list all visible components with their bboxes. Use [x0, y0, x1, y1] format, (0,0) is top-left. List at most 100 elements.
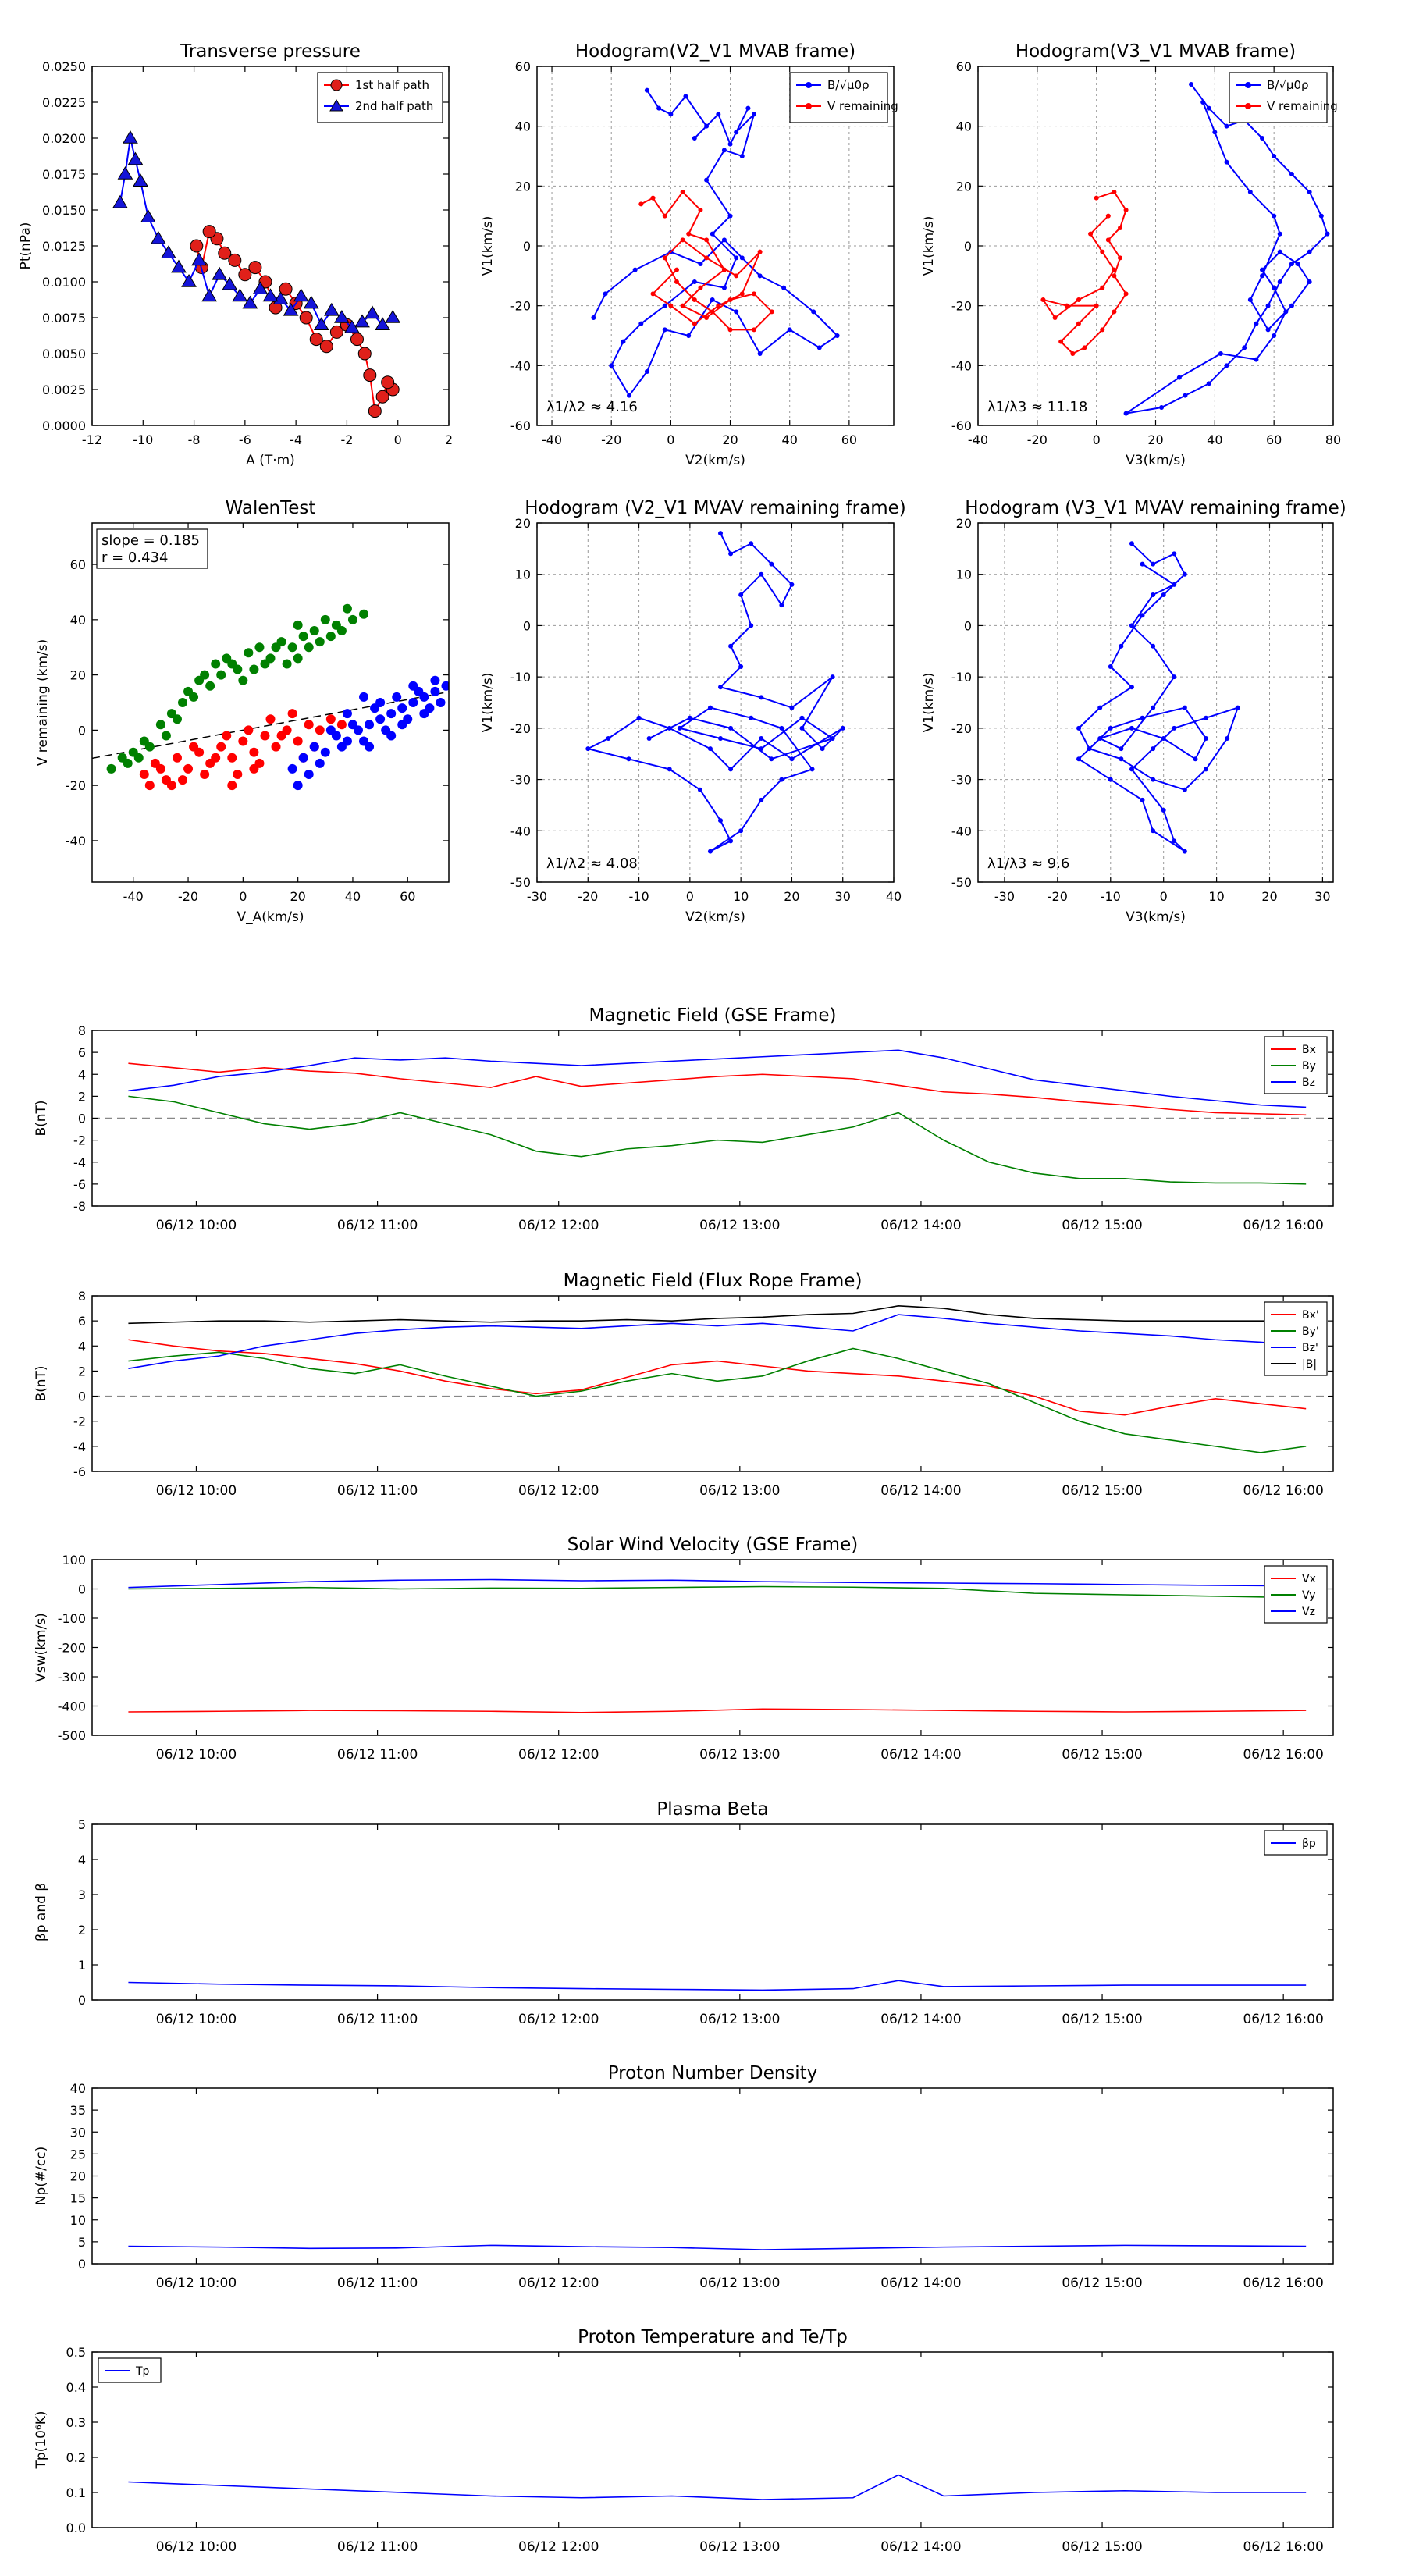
- y-tick-label: -500: [58, 1728, 86, 1743]
- series-line-Vz: [128, 1578, 1307, 1589]
- data-point: [1218, 351, 1223, 356]
- data-point: [662, 255, 667, 261]
- series-line-βp: [128, 1980, 1307, 1991]
- data-point: [710, 231, 715, 237]
- y-tick-label: -40: [951, 358, 972, 373]
- data-point: [249, 763, 259, 774]
- y-tick-label: -60: [951, 418, 972, 433]
- x-tick-label: 40: [1207, 432, 1222, 447]
- data-point: [430, 675, 440, 685]
- series-line-0: [1077, 543, 1240, 852]
- data-point: [1088, 231, 1094, 237]
- data-point: [1242, 345, 1247, 350]
- data-point: [710, 309, 715, 315]
- y-tick-label: 0.0025: [42, 382, 86, 397]
- data-point: [304, 770, 314, 779]
- data-point: [140, 209, 156, 222]
- data-point: [347, 720, 357, 730]
- data-point: [721, 237, 727, 243]
- data-point: [721, 267, 727, 272]
- data-point: [1112, 190, 1117, 194]
- data-point: [357, 347, 372, 361]
- y-tick-label: 8: [78, 1023, 86, 1038]
- y-tick-label: 0.5: [66, 2345, 86, 2360]
- x-tick-label: 20: [1147, 432, 1163, 447]
- data-point: [1105, 213, 1111, 219]
- x-tick-label: 0: [1160, 889, 1168, 904]
- x-tick-label: -10: [133, 432, 153, 447]
- data-point: [293, 781, 303, 791]
- x-tick-label: 40: [782, 432, 798, 447]
- y-tick-label: -30: [951, 773, 972, 788]
- x-tick-label: 06/12 10:00: [156, 2539, 237, 2555]
- x-tick-label: 06/12 15:00: [1062, 1747, 1142, 1763]
- y-tick-label: 3: [78, 1888, 86, 1902]
- data-point: [334, 310, 350, 323]
- data-point: [716, 112, 721, 117]
- axes-frame: [91, 522, 450, 883]
- x-tick-label: 06/12 14:00: [880, 1218, 961, 1233]
- y-tick-label: 0.2: [66, 2450, 86, 2465]
- y-tick-label: -10: [951, 670, 972, 685]
- ratio-annotation: λ1/λ3 ≈ 9.6: [987, 856, 1069, 872]
- x-tick-label: 80: [1325, 432, 1341, 447]
- data-point: [1224, 123, 1229, 129]
- y-tick-label: 60: [956, 59, 972, 74]
- y-tick-label: 0: [78, 2257, 86, 2272]
- legend-marker: [806, 82, 812, 88]
- x-tick-label: 06/12 16:00: [1243, 1483, 1323, 1499]
- y-tick-label: 4: [78, 1852, 86, 1867]
- y-tick-label: -20: [951, 721, 972, 736]
- data-point: [365, 720, 375, 730]
- y-tick-label: 0: [78, 1582, 86, 1597]
- data-point: [315, 758, 325, 768]
- series-group: [112, 130, 401, 418]
- data-point: [1172, 551, 1177, 557]
- data-point: [178, 775, 188, 785]
- legend-box: [1229, 72, 1328, 123]
- x-tick-label: 06/12 10:00: [156, 1483, 237, 1499]
- data-point: [211, 659, 221, 669]
- data-point: [759, 736, 764, 741]
- legend: Vx Vy Vz: [1264, 1565, 1328, 1624]
- data-point: [728, 838, 734, 844]
- data-point: [1112, 273, 1117, 279]
- data-point: [1108, 725, 1113, 731]
- data-point: [585, 746, 591, 752]
- x-axis-label: V3(km/s): [1126, 909, 1186, 925]
- x-tick-label: 06/12 11:00: [337, 1747, 418, 1763]
- panel-title: Hodogram (V3_V1 MVAV remaining frame): [965, 498, 1346, 518]
- data-point: [1119, 746, 1124, 752]
- data-point: [1172, 582, 1177, 587]
- panel-10: Proton Number Density 06/12 10:00 06/12 11…: [34, 2063, 1334, 2291]
- data-point: [287, 642, 297, 653]
- y-tick-label: 60: [515, 59, 531, 74]
- data-point: [249, 747, 259, 757]
- data-point: [408, 698, 418, 707]
- data-point: [728, 643, 734, 649]
- x-tick-label: 06/12 14:00: [880, 2012, 961, 2027]
- data-point: [1076, 297, 1081, 302]
- data-point: [1277, 231, 1282, 237]
- data-point: [1151, 746, 1156, 752]
- legend-marker: [329, 98, 343, 112]
- data-point: [1140, 715, 1145, 720]
- x-tick-label: -30: [994, 889, 1015, 904]
- x-tick-label: -6: [239, 432, 251, 447]
- y-tick-label: 20: [956, 179, 972, 194]
- data-point: [1272, 333, 1277, 338]
- x-tick-label: 06/12 13:00: [699, 1747, 780, 1763]
- data-point: [303, 295, 319, 309]
- y-tick-label: 20: [956, 516, 972, 531]
- data-point: [155, 720, 165, 730]
- y-tick-label: 0: [78, 1112, 86, 1126]
- data-point: [779, 603, 784, 608]
- data-point: [117, 166, 133, 180]
- y-tick-label: -20: [66, 778, 86, 793]
- legend: Bx By Bz: [1264, 1036, 1328, 1094]
- y-tick-label: -2: [73, 1414, 86, 1429]
- y-axis-label: V1(km/s): [921, 216, 937, 276]
- y-tick-label: 40: [515, 119, 531, 134]
- x-tick-label: 06/12 10:00: [156, 1218, 237, 1233]
- panel-0: Transverse pressure -12 -10 -8 -6 -4 -2 0 2 0.000…: [18, 41, 453, 468]
